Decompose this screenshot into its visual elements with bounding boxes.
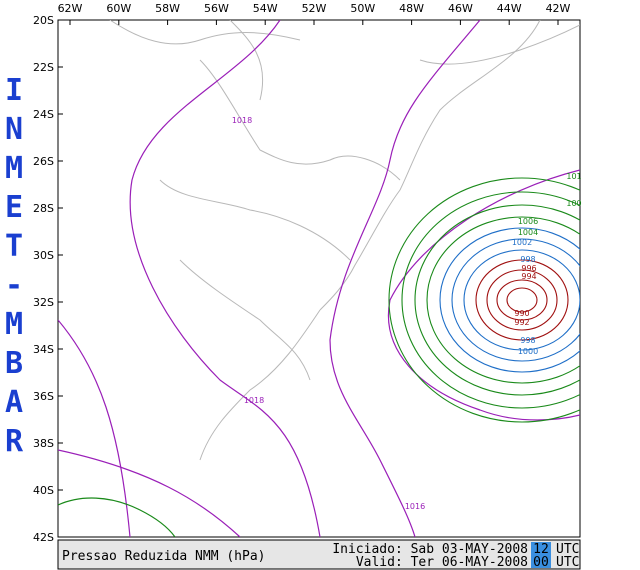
lat-label: 42S	[33, 531, 54, 544]
side-letter: M	[5, 151, 23, 186]
side-letter: B	[5, 346, 23, 381]
lat-label: 24S	[33, 108, 54, 121]
isobar	[426, 216, 580, 384]
lat-label: 36S	[33, 390, 54, 403]
map-layers	[58, 20, 580, 537]
isobar	[451, 238, 580, 362]
contour-label: 998	[520, 336, 535, 345]
isobar	[463, 249, 580, 351]
lon-label: 58W	[155, 2, 180, 15]
side-letter: N	[5, 112, 23, 147]
lat-label: 26S	[33, 155, 54, 168]
lon-label: 44W	[497, 2, 522, 15]
side-letter: A	[5, 385, 23, 420]
contour-label: 996	[521, 264, 536, 273]
contour-label: 1004	[518, 228, 538, 237]
hour-highlight	[531, 542, 551, 555]
lon-label: 50W	[350, 2, 375, 15]
contour-label: 994	[521, 272, 536, 281]
isobar-green	[58, 497, 176, 537]
contour-label: 100	[566, 199, 581, 208]
footer-bar	[57, 539, 581, 570]
footer-date: Iniciado: Sab 03-MAY-2008	[332, 542, 528, 557]
side-letter: I	[5, 73, 23, 108]
contour-label: 1018	[244, 396, 264, 405]
map-frame	[57, 19, 581, 538]
side-letter: T	[5, 229, 23, 264]
coastlines	[109, 20, 580, 461]
side-letter: R	[5, 424, 24, 459]
lat-label: 34S	[33, 343, 54, 356]
lat-label: 32S	[33, 296, 54, 309]
lat-label: 40S	[33, 484, 54, 497]
lon-label: 60W	[106, 2, 131, 15]
contour-label: 990	[514, 309, 529, 318]
side-letter: E	[5, 190, 23, 225]
contour-label: 101	[566, 172, 581, 181]
lon-label: 62W	[58, 2, 83, 15]
lat-label: 30S	[33, 249, 54, 262]
contour-label: 1016	[405, 502, 425, 511]
lon-label: 52W	[302, 2, 327, 15]
footer-date: Valid: Ter 06-MAY-2008	[356, 555, 528, 570]
lon-label: 54W	[253, 2, 278, 15]
isobar	[414, 204, 580, 396]
side-letter: -	[5, 268, 23, 303]
contour-label: 1018	[232, 116, 252, 125]
hour-highlight	[531, 555, 551, 568]
isobar	[486, 269, 558, 331]
contour-label: 1000	[518, 347, 538, 356]
isobar	[439, 227, 580, 373]
isobar	[475, 259, 569, 341]
contour-label: 992	[514, 318, 529, 327]
lon-label: 42W	[546, 2, 571, 15]
lat-label: 38S	[33, 437, 54, 450]
isobars-high	[58, 20, 580, 537]
footer-unit: UTC	[556, 542, 579, 557]
lon-label: 46W	[448, 2, 473, 15]
footer-hour: 00	[533, 555, 549, 570]
isobars-low	[388, 177, 580, 423]
isobar	[401, 191, 580, 409]
footer-hour: 12	[533, 542, 549, 557]
lon-label: 56W	[204, 2, 229, 15]
lat-label: 20S	[33, 14, 54, 27]
contour-label: 998	[520, 255, 535, 264]
contour-label: 1006	[518, 217, 538, 226]
lat-label: 22S	[33, 61, 54, 74]
contour-label: 1002	[512, 238, 532, 247]
isobar	[496, 279, 548, 321]
side-letter: M	[5, 307, 23, 342]
footer-title: Pressao Reduzida NMM (hPa)	[62, 549, 266, 564]
lat-label: 28S	[33, 202, 54, 215]
footer-unit: UTC	[556, 555, 579, 570]
lon-label: 48W	[399, 2, 424, 15]
isobar	[506, 287, 538, 313]
isobar	[388, 177, 580, 423]
